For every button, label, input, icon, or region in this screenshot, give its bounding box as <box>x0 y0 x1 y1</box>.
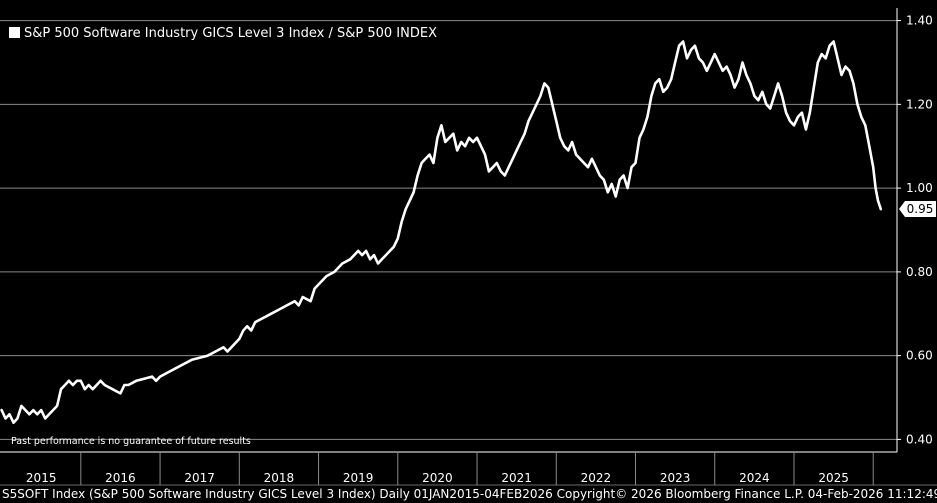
last-value-label: 0.95 <box>907 202 934 216</box>
y-tick-label: 0.40 <box>906 432 933 446</box>
y-tick-label: 0.60 <box>906 349 933 363</box>
disclaimer-annotation: Past performance is no guarantee of futu… <box>11 436 251 447</box>
footer-caption: S5SOFT Index (S&P 500 Software Industry … <box>2 487 937 501</box>
x-tick-label: 2015 <box>26 471 57 485</box>
x-tick-label: 2018 <box>264 471 295 485</box>
x-tick-label: 2023 <box>660 471 691 485</box>
x-tick-label: 2016 <box>105 471 136 485</box>
x-tick-label: 2022 <box>581 471 612 485</box>
y-tick-label: 1.40 <box>906 14 933 28</box>
x-tick-label: 2025 <box>818 471 849 485</box>
y-tick-label: 0.80 <box>906 265 933 279</box>
x-tick-label: 2021 <box>501 471 532 485</box>
series-line <box>0 40 883 425</box>
legend-label: S&P 500 Software Industry GICS Level 3 I… <box>24 26 437 41</box>
x-tick-label: 2019 <box>343 471 374 485</box>
y-tick-label: 1.00 <box>906 181 933 195</box>
x-tick-label: 2024 <box>739 471 770 485</box>
y-tick-label: 1.20 <box>906 97 933 111</box>
last-value-marker <box>899 201 936 218</box>
x-tick-label: 2020 <box>422 471 453 485</box>
legend-swatch <box>9 27 20 38</box>
x-tick-label: 2017 <box>184 471 215 485</box>
